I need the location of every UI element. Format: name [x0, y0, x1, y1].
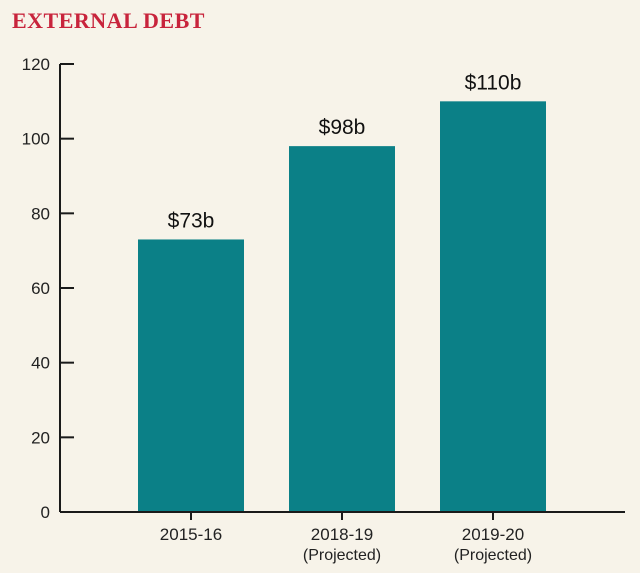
x-category-sublabel: (Projected) — [303, 547, 381, 564]
y-tick-label: 20 — [31, 428, 50, 447]
y-tick-label: 60 — [31, 279, 50, 298]
bars: $73b $98b $110b — [138, 71, 546, 512]
bar — [289, 146, 395, 512]
bar-value-label: $110b — [465, 71, 522, 94]
bar-value-label: $98b — [319, 116, 366, 139]
x-category-label: 2018-19 — [311, 525, 373, 544]
x-category-label: 2019-20 — [462, 525, 524, 544]
chart-title: EXTERNAL DEBT — [12, 8, 205, 33]
y-axis: 0 20 40 60 80 100 120 — [22, 55, 74, 522]
y-tick-label: 100 — [22, 130, 50, 149]
y-tick-label: 0 — [41, 503, 50, 522]
x-axis: 2015-16 2018-19 (Projected) 2019-20 (Project… — [60, 511, 625, 564]
x-category-sublabel: (Projected) — [454, 547, 532, 564]
bar — [138, 239, 244, 512]
y-tick-label: 80 — [31, 204, 50, 223]
y-tick-label: 120 — [22, 55, 50, 74]
bar — [440, 101, 546, 512]
bar-value-label: $73b — [168, 209, 215, 232]
y-tick-label: 40 — [31, 354, 50, 373]
x-category-label: 2015-16 — [160, 525, 222, 544]
